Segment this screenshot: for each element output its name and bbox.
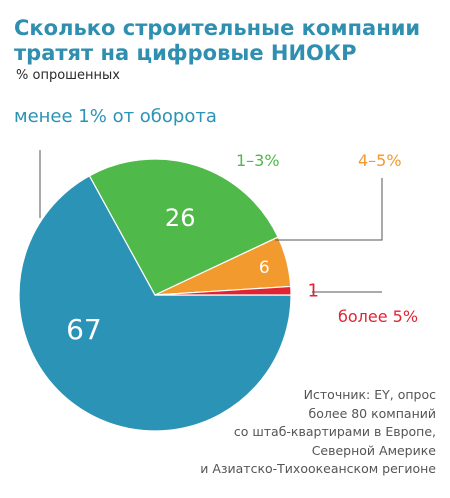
slice-over-5pct [154,285,292,296]
slice-under-1pct [18,175,292,432]
value-label-4-5pct: 6 [259,258,270,278]
source-line: Северной Америке [311,442,436,458]
source-line: более 80 компаний [308,405,436,421]
category-label-under-1pct: менее 1% от оборота [14,106,217,127]
title-line-2: тратят на цифровые НИОКР [14,41,357,65]
category-label-over-5pct: более 5% [338,307,418,326]
value-label-under-1pct: 67 [66,313,102,346]
leader-line [275,178,383,241]
source-note: Источник: EY, опрос более 80 компаний со… [166,386,436,479]
value-label-1-3pct: 26 [165,204,196,232]
category-label-1-3pct: 1–3% [236,151,280,170]
value-label-over-5pct: 1 [307,281,318,302]
category-label-4-5pct: 4–5% [358,151,402,170]
source-line: Источник: EY, опрос [303,387,436,402]
slice-1-3pct [88,158,279,296]
source-line: и Азиатско-Тихоокеанском регионе [200,461,436,476]
chart-title: Сколько строительные компании тратят на … [14,16,420,66]
title-line-1: Сколько строительные компании [14,16,421,40]
chart-subtitle: % опрошенных [16,68,120,83]
source-line: со штаб-квартирами в Европе, [233,424,436,439]
